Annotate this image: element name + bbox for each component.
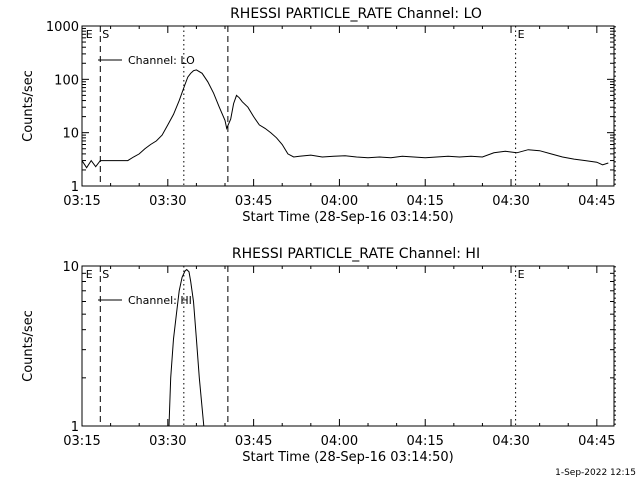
footer-timestamp: 1-Sep-2022 12:15 — [555, 468, 636, 478]
y-tick-label: 1000 — [46, 20, 79, 35]
x-axis-label: Start Time (28-Sep-16 03:14:50) — [242, 210, 453, 225]
marker-label: E — [518, 28, 525, 41]
x-tick-label: 03:30 — [149, 194, 186, 209]
y-axis-label: Counts/sec — [21, 310, 36, 382]
plot-frame — [81, 25, 615, 187]
x-tick-label: 03:45 — [235, 434, 272, 449]
x-tick-label: 04:30 — [492, 434, 529, 449]
x-tick-label: 04:45 — [578, 434, 615, 449]
plot-frame — [81, 265, 615, 427]
x-tick-label: 03:15 — [63, 194, 100, 209]
x-tick-label: 03:30 — [149, 434, 186, 449]
x-tick-label: 04:30 — [492, 194, 529, 209]
chart-title: RHESSI PARTICLE_RATE Channel: LO — [230, 6, 482, 22]
x-tick-label: 04:00 — [321, 194, 358, 209]
x-tick-label: 04:15 — [406, 434, 443, 449]
y-tick-label: 100 — [54, 73, 79, 88]
lo-channel-panel: RHESSI PARTICLE_RATE Channel: LO 03:15 03:… — [21, 6, 616, 225]
y-tick-label: 10 — [62, 260, 79, 275]
marker-label: E — [86, 28, 93, 41]
series-line — [81, 69, 609, 169]
chart-title: RHESSI PARTICLE_RATE Channel: HI — [232, 246, 480, 262]
hi-channel-panel: RHESSI PARTICLE_RATE Channel: HI 03:15 03:… — [21, 246, 616, 465]
x-tick-label: 03:45 — [235, 194, 272, 209]
y-axis-label: Counts/sec — [21, 70, 36, 142]
x-tick-label: 04:45 — [578, 194, 615, 209]
marker-label: E — [518, 268, 525, 281]
marker-label: S — [102, 28, 109, 41]
legend-label: Channel: HI — [128, 294, 192, 307]
legend-label: Channel: LO — [128, 54, 195, 67]
marker-label: E — [86, 268, 93, 281]
series-line — [168, 268, 205, 427]
x-tick-label: 04:00 — [321, 434, 358, 449]
y-tick-label: 10 — [62, 127, 79, 142]
x-axis-label: Start Time (28-Sep-16 03:14:50) — [242, 450, 453, 465]
marker-label: S — [102, 268, 109, 281]
y-tick-label: 1 — [71, 420, 79, 435]
x-tick-label: 04:15 — [406, 194, 443, 209]
y-tick-label: 1 — [71, 180, 79, 195]
x-tick-label: 03:15 — [63, 434, 100, 449]
